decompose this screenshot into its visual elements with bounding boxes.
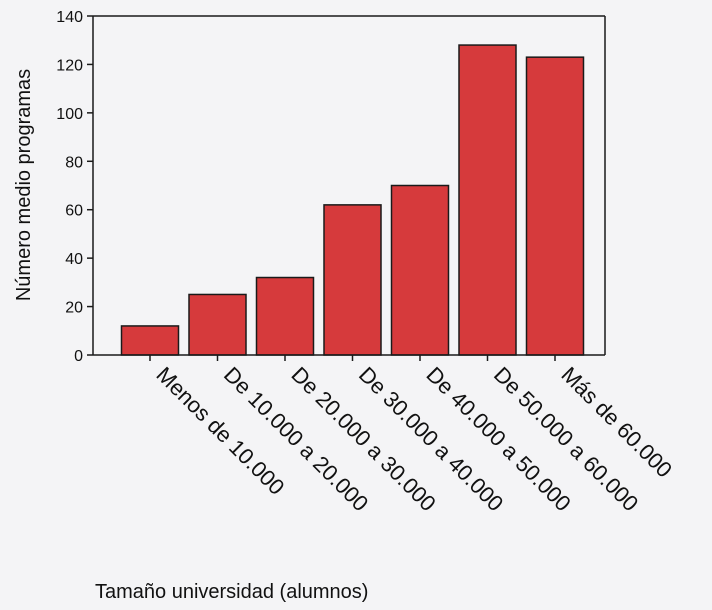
bar xyxy=(525,56,585,356)
y-tick-label: 120 xyxy=(56,57,83,74)
y-tick-label: 40 xyxy=(65,251,83,268)
bar xyxy=(323,204,382,356)
y-axis-ticks: 0 20 40 60 80 100 120 140 xyxy=(56,9,93,365)
y-tick-label: 140 xyxy=(56,9,83,26)
bar xyxy=(458,44,517,356)
bar xyxy=(390,184,450,356)
y-tick-label: 20 xyxy=(65,300,83,317)
y-axis-title: Número medio programas xyxy=(13,69,35,301)
y-tick-label: 0 xyxy=(74,348,83,365)
x-axis-title: Tamaño universidad (alumnos) xyxy=(95,581,368,603)
y-tick-label: 60 xyxy=(65,203,83,220)
bar xyxy=(120,325,180,356)
y-tick-label: 100 xyxy=(56,106,83,123)
bar xyxy=(188,293,247,356)
y-tick-label: 80 xyxy=(65,154,83,171)
x-tick-label: Menos de 10.000 xyxy=(151,362,289,500)
bar xyxy=(255,276,315,356)
bars xyxy=(120,44,585,356)
